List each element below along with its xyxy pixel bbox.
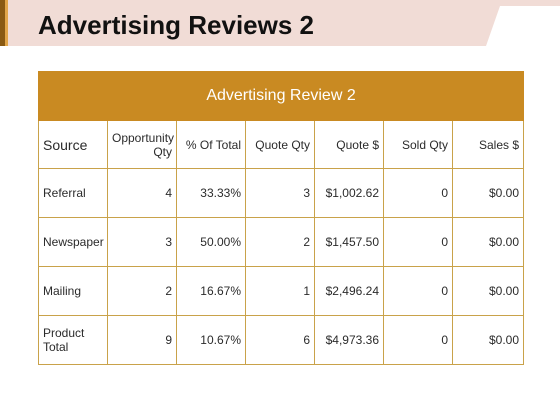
column-header-percent-of-total: % Of Total [176, 120, 246, 169]
advertising-review-table: Advertising Review 2 Source Opportunity … [37, 71, 525, 365]
cell-quote-qty: 3 [245, 168, 315, 218]
table-header-row: Source Opportunity Qty % Of Total Quote … [38, 120, 525, 169]
column-header-sold-qty: Sold Qty [383, 120, 453, 169]
cell-quote-qty: 2 [245, 217, 315, 267]
cell-opportunity-qty: 9 [107, 315, 177, 365]
cell-sales-dollars: $0.00 [451, 266, 525, 316]
cell-percent-of-total: 50.00% [176, 217, 246, 267]
cell-quote-qty: 6 [245, 315, 315, 365]
column-header-opportunity-qty: Opportunity Qty [107, 120, 177, 169]
column-header-source: Source [38, 120, 108, 169]
cell-sold-qty: 0 [383, 217, 453, 267]
cell-source: Mailing [38, 266, 108, 316]
cell-quote-dollars: $1,002.62 [314, 168, 384, 218]
cell-quote-qty: 1 [245, 266, 315, 316]
cell-percent-of-total: 33.33% [176, 168, 246, 218]
table-row: Referral 4 33.33% 3 $1,002.62 0 $0.00 [38, 168, 525, 218]
cell-opportunity-qty: 2 [107, 266, 177, 316]
column-header-sales-dollars: Sales $ [451, 120, 525, 169]
advertising-review-table-container: Advertising Review 2 Source Opportunity … [37, 71, 525, 365]
cell-sales-dollars: $0.00 [451, 217, 525, 267]
table-caption: Advertising Review 2 [37, 71, 525, 121]
table-row: Mailing 2 16.67% 1 $2,496.24 0 $0.00 [38, 266, 525, 316]
column-header-quote-qty: Quote Qty [245, 120, 315, 169]
cell-source: Referral [38, 168, 108, 218]
table-row: Newspaper 3 50.00% 2 $1,457.50 0 $0.00 [38, 217, 525, 267]
cell-quote-dollars: $2,496.24 [314, 266, 384, 316]
cell-opportunity-qty: 3 [107, 217, 177, 267]
cell-opportunity-qty: 4 [107, 168, 177, 218]
page-title: Advertising Reviews 2 [38, 10, 314, 40]
header-band [0, 0, 560, 46]
table-row-total: Product Total 9 10.67% 6 $4,973.36 0 $0.… [38, 315, 525, 365]
cell-sold-qty: 0 [383, 315, 453, 365]
cell-quote-dollars: $4,973.36 [314, 315, 384, 365]
cell-percent-of-total: 10.67% [176, 315, 246, 365]
cell-sold-qty: 0 [383, 168, 453, 218]
column-header-quote-dollars: Quote $ [314, 120, 384, 169]
cell-quote-dollars: $1,457.50 [314, 217, 384, 267]
cell-sales-dollars: $0.00 [451, 168, 525, 218]
cell-sales-dollars: $0.00 [451, 315, 525, 365]
cell-source: Product Total [38, 315, 108, 365]
cell-source: Newspaper [38, 217, 108, 267]
cell-percent-of-total: 16.67% [176, 266, 246, 316]
cell-sold-qty: 0 [383, 266, 453, 316]
